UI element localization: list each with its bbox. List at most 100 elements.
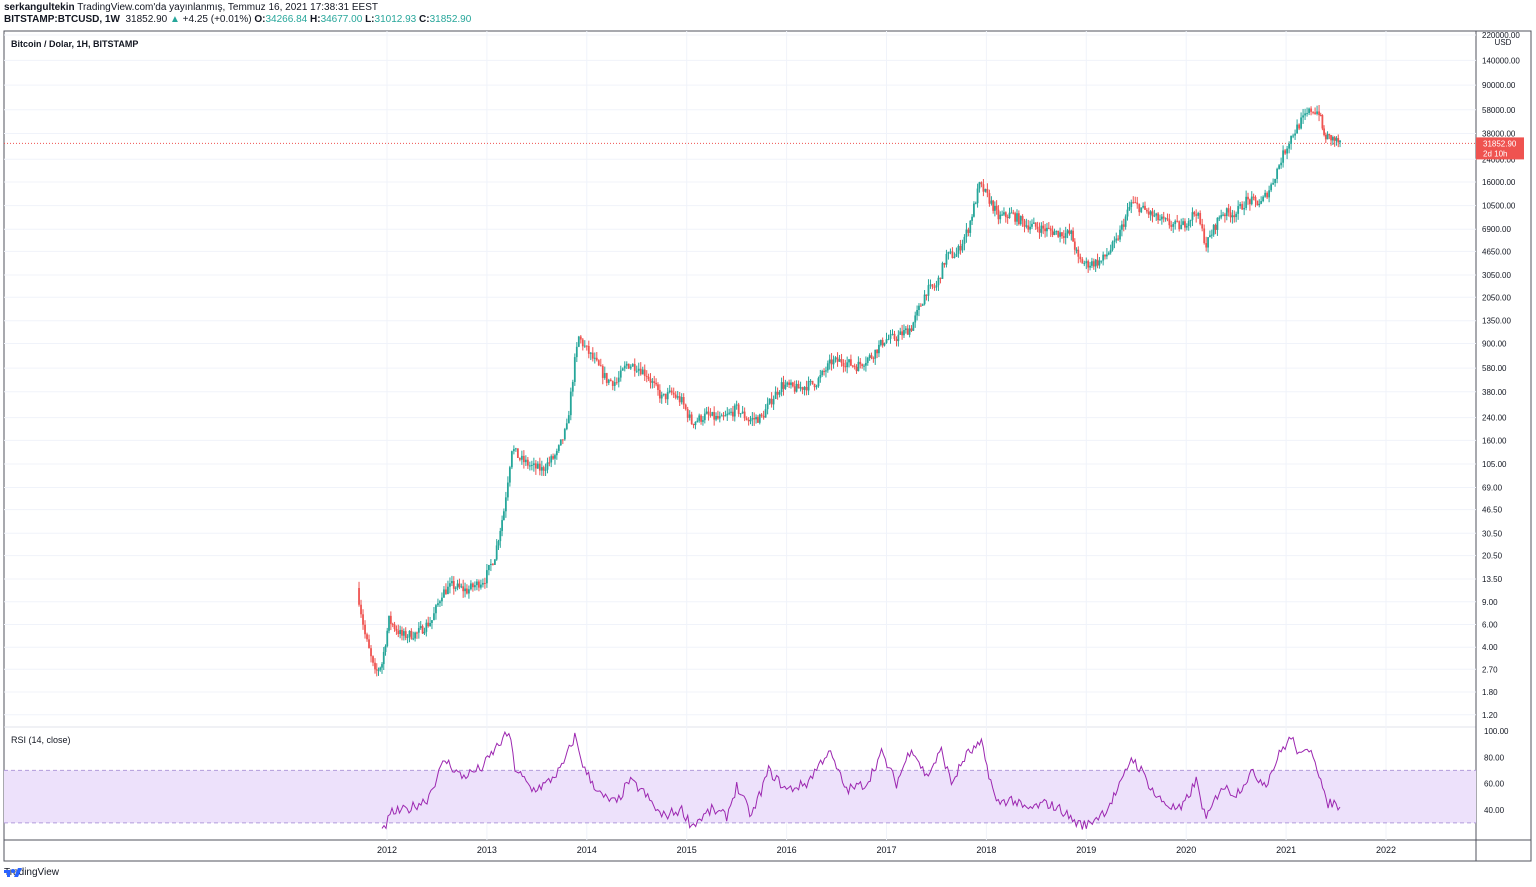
candle-body xyxy=(647,376,650,380)
candle-body xyxy=(1212,224,1215,235)
candle-body xyxy=(1201,224,1204,229)
candle-body xyxy=(680,397,683,403)
candle-body xyxy=(921,304,924,306)
candle-body xyxy=(664,393,667,400)
candle-body xyxy=(949,251,952,253)
candle-body xyxy=(520,455,523,460)
currency-label[interactable]: USD xyxy=(1495,38,1512,47)
candle-body xyxy=(951,251,954,258)
candle-body xyxy=(982,184,985,192)
candle-body xyxy=(1302,115,1304,118)
candle-body xyxy=(1239,204,1242,207)
candle-body xyxy=(458,583,461,587)
candle-body xyxy=(532,463,535,466)
candle-body xyxy=(864,362,867,366)
candle-body xyxy=(786,382,789,385)
candle-body xyxy=(591,352,594,359)
candle-body xyxy=(1174,220,1177,225)
footer-brand[interactable]: TradingView xyxy=(4,867,60,878)
candle-body xyxy=(1326,134,1329,140)
candle-body xyxy=(945,253,948,265)
candle-body xyxy=(743,411,746,419)
candle-body xyxy=(1321,115,1324,129)
candle-body xyxy=(421,626,424,634)
candle-body xyxy=(1250,196,1253,205)
candle-body xyxy=(686,409,689,418)
candle-body xyxy=(1304,113,1306,116)
candle-body xyxy=(953,256,956,258)
candle-body xyxy=(1224,214,1226,217)
candle-body xyxy=(1324,134,1327,140)
candle-body xyxy=(470,583,472,590)
candle-body xyxy=(397,630,400,635)
candle-body xyxy=(927,285,930,296)
candle-body xyxy=(879,339,882,345)
candle-body xyxy=(1258,203,1261,206)
candle-body xyxy=(1157,213,1160,221)
candle-body xyxy=(811,380,814,384)
candle-body xyxy=(1216,217,1219,230)
candle-body xyxy=(733,405,736,417)
time-axis-labels[interactable]: 2012 2013 2014 2015 2016 2017 2018 2019 2020 2021… xyxy=(377,845,1396,855)
candle-body xyxy=(893,333,896,340)
candle-body xyxy=(364,624,366,635)
candle-body xyxy=(512,449,515,452)
rsi-axis-labels[interactable]: 100.00 80.00 60.00 40.00 xyxy=(1484,727,1509,815)
candle-body xyxy=(881,339,884,346)
candle-body xyxy=(728,412,731,414)
price-tick-label: 1.20 xyxy=(1482,711,1498,720)
candle-body xyxy=(717,415,719,419)
low-value: 31012.93 xyxy=(374,14,417,25)
price-axis-labels[interactable]: 220000.00 140000.00 90000.00 58000.00 38000.… xyxy=(1482,31,1520,720)
candle-body xyxy=(1176,220,1179,222)
rsi-line xyxy=(381,730,1341,830)
candle-body xyxy=(838,359,841,362)
candle-body xyxy=(601,366,604,378)
candle-body xyxy=(534,463,537,469)
candle-body xyxy=(700,415,702,422)
candle-body xyxy=(1128,206,1131,210)
candle-body xyxy=(1109,249,1112,253)
candle-body xyxy=(456,583,459,588)
candle-body xyxy=(1106,254,1108,257)
candle-body xyxy=(978,182,981,189)
candle-body xyxy=(425,622,428,632)
candle-body xyxy=(1051,230,1054,235)
candle-body xyxy=(435,605,437,614)
price-tick-label: 16000.00 xyxy=(1482,178,1516,187)
candle-body xyxy=(445,589,447,595)
price-tick-label: 380.00 xyxy=(1482,388,1507,397)
candle-body xyxy=(1153,215,1156,217)
candle-body xyxy=(589,352,592,354)
candle-body xyxy=(903,330,905,336)
candle-body xyxy=(497,541,500,546)
candle-body xyxy=(399,629,402,635)
symbol-name[interactable]: BITSTAMP:BTCUSD, 1W xyxy=(4,14,120,25)
candle-body xyxy=(764,409,767,418)
candle-body xyxy=(1288,144,1290,149)
high-label: H: xyxy=(310,14,321,25)
candle-body xyxy=(581,339,584,347)
footer: TradingView xyxy=(4,867,59,878)
candle-body xyxy=(412,638,415,640)
candle-body xyxy=(437,603,439,606)
open-value: 34266.84 xyxy=(265,14,308,25)
candle-body xyxy=(846,362,849,368)
price-tick-label: 6.00 xyxy=(1482,620,1498,629)
price-tick-label: 2.70 xyxy=(1482,665,1498,674)
candle-body xyxy=(809,380,812,382)
candle-body xyxy=(603,373,606,378)
candle-body xyxy=(621,368,624,371)
candle-body xyxy=(795,383,798,392)
last-price-tag-label: 31852.90 xyxy=(1483,139,1517,148)
candle-body xyxy=(1233,215,1236,218)
candle-body xyxy=(639,368,642,375)
tradingview-logo-icon[interactable] xyxy=(4,867,22,877)
candle-body xyxy=(480,584,482,588)
author-name[interactable]: serkangultekin xyxy=(4,2,75,13)
candle-body xyxy=(495,545,498,560)
candle-body xyxy=(876,349,878,354)
candle-body xyxy=(866,357,869,363)
candle-body xyxy=(607,379,610,383)
